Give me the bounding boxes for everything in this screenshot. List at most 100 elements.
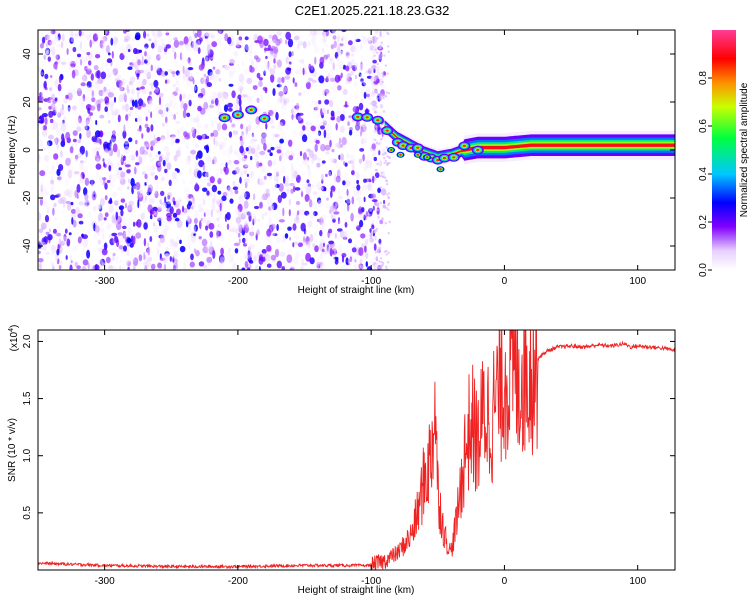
spectrogram-noise-blob xyxy=(264,211,268,217)
spectrogram-noise-blob xyxy=(165,30,169,34)
spectrogram-noise-blob xyxy=(179,93,182,102)
spectrogram-noise-blob xyxy=(43,154,50,162)
spectrogram-noise-blob xyxy=(63,116,67,121)
spectrogram-noise-blob xyxy=(380,137,383,141)
spectrogram-noise-blob xyxy=(148,152,153,158)
colorbar: 0.00.20.40.60.8 Normalized spectral ampl… xyxy=(698,30,750,277)
spectrogram-noise-blob xyxy=(238,213,245,218)
spectrogram-noise-blob xyxy=(229,144,233,154)
spectrogram-noise-blob xyxy=(382,30,386,39)
spectrogram-noise-blob xyxy=(84,95,91,104)
spectrogram-noise-blob xyxy=(270,231,276,237)
spectrogram-noise-blob xyxy=(385,179,389,183)
spectrogram-noise-blob xyxy=(328,240,334,245)
spectrogram-noise-blob xyxy=(261,132,267,139)
spectrogram-noise-blob xyxy=(268,34,274,39)
spectrogram-noise-blob xyxy=(316,30,323,36)
spectrogram-noise-blob xyxy=(324,99,330,105)
spectrogram-noise-blob xyxy=(320,225,324,232)
spectrogram-noise-blob xyxy=(371,219,375,226)
spectrogram-noise-blob xyxy=(276,206,282,212)
spectrogram-noise-blob xyxy=(353,39,356,49)
spectrogram-noise-blob xyxy=(54,97,58,102)
spectrogram-noise-blob xyxy=(177,72,182,80)
spectrogram-noise-blob xyxy=(163,253,170,259)
spectrogram-noise-blob xyxy=(45,251,50,255)
spectrogram-noise-blob xyxy=(166,107,169,112)
spectrogram-noise-blob xyxy=(376,62,379,66)
spectrogram-noise-blob xyxy=(182,65,185,75)
spectrogram-noise-blob xyxy=(329,99,334,108)
spectrogram-noise-blob xyxy=(99,258,106,266)
spectrogram-noise-blob xyxy=(213,61,218,67)
spectrogram-noise-blob xyxy=(308,133,312,138)
spectrogram-noise-blob xyxy=(77,213,83,219)
spectrogram-noise-blob xyxy=(147,95,153,105)
snr-xtick-label: 0 xyxy=(502,576,508,587)
spectrogram-noise-blob xyxy=(40,72,44,76)
spectrogram-noise-blob xyxy=(63,116,68,121)
spectrogram-noise-blob xyxy=(150,145,154,151)
spectrogram-noise-blob xyxy=(146,134,153,140)
spectrogram-noise-blob xyxy=(284,75,291,80)
spectrogram-noise-blob xyxy=(227,186,232,192)
spectrogram-noise-blob xyxy=(316,118,319,127)
spectrogram-noise-blob xyxy=(49,96,54,102)
spectrogram-noise-blob xyxy=(197,47,201,54)
spectrogram-noise-blob xyxy=(82,166,88,172)
spectrogram-noise-blob xyxy=(84,199,90,207)
spectrogram-noise-blob xyxy=(141,171,146,175)
spectrogram-noise-blob xyxy=(249,251,253,258)
spectrogram-noise-blob xyxy=(210,209,213,218)
spectrogram-noise-blob xyxy=(266,263,272,268)
spectrogram-noise-blob xyxy=(260,136,266,145)
spectrogram-noise-blob xyxy=(253,215,257,224)
spectrogram-noise-blob xyxy=(193,217,198,224)
spectrogram-noise-blob xyxy=(99,130,103,138)
spectrogram-noise-blob xyxy=(371,133,376,137)
spectrogram-noise-blob xyxy=(115,171,121,178)
spectrogram-noise-blob xyxy=(84,151,90,158)
spectrogram-noise-blob xyxy=(337,188,341,196)
spectrogram-noise-blob xyxy=(271,202,278,211)
spectrogram-noise-blob xyxy=(211,99,215,104)
spectrogram-noise-blob xyxy=(72,138,77,143)
spectrogram-noise-blob xyxy=(387,208,390,211)
spectrogram-noise-blob xyxy=(358,263,364,270)
spectrogram-noise-blob xyxy=(151,164,156,171)
spectrogram-noise-blob xyxy=(138,115,142,124)
spectrogram-noise-blob xyxy=(277,194,282,204)
spectrogram-noise-blob xyxy=(143,222,148,230)
spectrogram-noise-blob xyxy=(118,245,124,250)
spectrogram-noise-blob xyxy=(95,120,98,125)
spectrogram-noise-blob xyxy=(108,181,115,188)
spectrogram-noise-blob xyxy=(323,242,325,247)
spectrogram-noise-blob xyxy=(244,181,248,189)
spectrogram-noise-blob xyxy=(196,150,203,159)
spectrogram-noise-blob xyxy=(322,34,327,38)
spectrogram-noise-blob xyxy=(374,75,377,78)
spectrogram-noise-blob xyxy=(218,106,222,111)
spectrogram-noise-blob xyxy=(363,127,367,135)
spectrogram-noise-blob xyxy=(143,251,146,261)
spectrogram-noise-blob xyxy=(379,77,384,87)
spectrogram-noise-blob xyxy=(173,253,176,260)
spectrogram-noise-blob xyxy=(387,202,391,205)
spectrogram-noise-blob xyxy=(113,96,117,103)
spectrogram-noise-blob xyxy=(272,39,278,45)
spectrogram-noise-blob xyxy=(81,74,88,82)
spectrogram-noise-blob xyxy=(251,212,256,220)
spectrogram-noise-blob xyxy=(50,244,57,254)
spectrogram-noise-blob xyxy=(263,261,268,267)
spectrogram-noise-blob xyxy=(38,143,41,147)
spectrogram-noise-blob xyxy=(376,66,380,74)
spectrogram-noise-blob xyxy=(330,185,336,193)
spectrogram-noise-blob xyxy=(187,67,194,71)
spectrogram-noise-blob xyxy=(126,32,131,41)
spectrogram-noise-blob xyxy=(289,182,295,187)
spectrogram-noise-blob xyxy=(223,141,227,148)
spectrogram-noise-blob xyxy=(354,92,358,101)
spectrogram-noise-blob xyxy=(160,190,165,196)
spectrogram-noise-blob xyxy=(381,153,385,156)
